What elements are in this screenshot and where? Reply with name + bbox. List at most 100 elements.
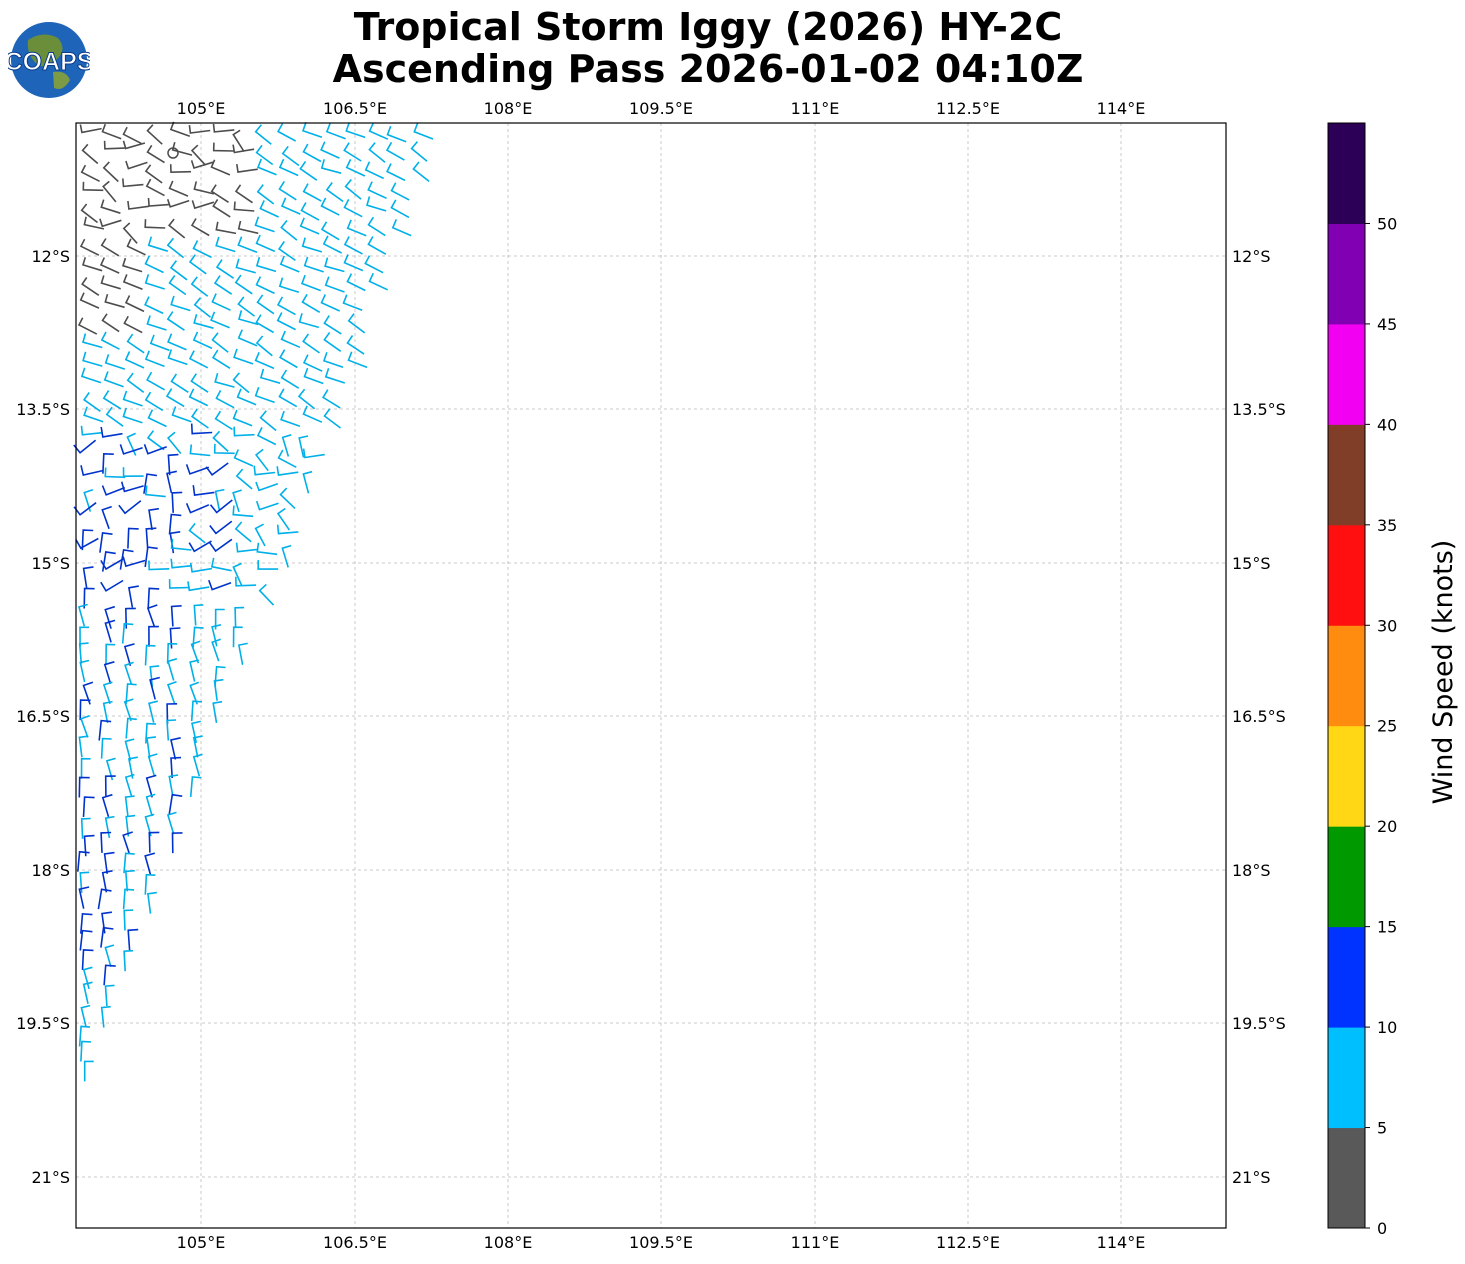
wind-barb — [236, 163, 258, 174]
wind-barb — [122, 407, 143, 424]
wind-barb — [122, 467, 144, 478]
wind-barb — [148, 625, 159, 647]
wind-barb — [167, 218, 186, 239]
wind-barb — [143, 473, 158, 494]
wind-barb — [343, 199, 363, 218]
wind-barb — [237, 236, 258, 254]
lon-tick-label: 109.5°E — [629, 1233, 693, 1252]
wind-barb — [277, 123, 297, 142]
wind-barb — [255, 314, 275, 334]
wind-barb — [166, 642, 178, 664]
wind-barb — [144, 255, 164, 274]
wind-barb — [80, 714, 90, 738]
wind-barb — [149, 334, 170, 352]
wind-barb — [209, 520, 233, 535]
wind-barb — [145, 178, 165, 197]
wind-barb — [320, 197, 340, 216]
wind-barb — [144, 350, 165, 368]
wind-barb — [144, 485, 166, 498]
wind-barb — [277, 449, 297, 469]
wind-barb — [81, 529, 94, 551]
wind-barb — [190, 276, 209, 297]
wind-barb — [255, 276, 275, 295]
wind-barb — [214, 410, 233, 431]
wind-barb — [192, 240, 212, 259]
wind-barb — [191, 200, 215, 210]
wind-barb — [189, 659, 199, 682]
wind-barb — [146, 124, 163, 145]
wind-barb — [122, 556, 146, 568]
wind-barb — [82, 351, 103, 367]
wind-barb — [234, 274, 253, 295]
colorbar-tick-label: 0 — [1377, 1219, 1387, 1238]
wind-barb — [83, 587, 95, 609]
wind-barb — [324, 276, 345, 293]
wind-barb — [364, 255, 384, 274]
map-frame — [75, 122, 1227, 1229]
wind-barb — [73, 439, 97, 454]
wind-barb — [235, 468, 253, 490]
wind-barb — [119, 444, 143, 455]
wind-barb — [211, 638, 221, 662]
wind-barb — [254, 448, 269, 472]
wind-barb — [104, 354, 126, 370]
wind-barb — [102, 390, 122, 410]
wind-barb — [100, 579, 124, 592]
wind-barb — [278, 388, 298, 408]
wind-barb — [256, 542, 278, 556]
wind-barb — [123, 852, 135, 874]
wind-barb — [413, 123, 434, 140]
wind-barb — [77, 850, 90, 872]
lon-ticks-bottom: 105°E 106.5°E 108°E 109.5°E 111°E 112.5°E 114°… — [177, 1233, 1146, 1252]
wind-barb — [170, 538, 192, 551]
wind-barb — [79, 871, 90, 893]
wind-barb — [143, 444, 167, 455]
wind-barb — [281, 544, 292, 568]
colorbar-tick-label: 45 — [1377, 315, 1397, 334]
wind-barb — [126, 432, 137, 456]
wind-barb — [281, 145, 300, 167]
wind-barb — [190, 423, 213, 435]
wind-barb — [167, 453, 179, 476]
lon-tick-label: 105°E — [177, 1233, 226, 1252]
wind-barb — [189, 681, 200, 705]
lon-tick-label: 114°E — [1097, 1233, 1146, 1252]
lat-tick-label: 16.5°S — [16, 707, 70, 726]
wind-barb — [367, 181, 387, 200]
wind-barb — [347, 351, 368, 369]
wind-barb — [366, 196, 387, 212]
wind-barb — [342, 294, 363, 312]
wind-barb — [188, 522, 206, 544]
wind-barb — [364, 161, 385, 180]
wind-barb — [302, 354, 323, 372]
wind-barb — [346, 273, 366, 292]
wind-barb — [80, 164, 100, 183]
colorbar-segment — [1328, 223, 1365, 325]
wind-barb — [104, 467, 126, 479]
wind-barb — [124, 773, 135, 797]
wind-barb — [165, 388, 185, 408]
colorbar-label: Wind Speed (knots) — [1428, 539, 1459, 805]
wind-barb — [147, 587, 160, 609]
wind-barb — [100, 926, 114, 948]
wind-barb — [121, 257, 143, 273]
wind-barb — [188, 254, 207, 275]
wind-barb — [187, 581, 210, 592]
wind-barb — [101, 870, 113, 893]
wind-barb — [214, 665, 226, 687]
wind-barb — [391, 219, 412, 237]
colorbar-segment — [1328, 725, 1365, 827]
wind-barb — [234, 606, 245, 628]
wind-barb — [146, 736, 157, 759]
wind-barb — [188, 350, 209, 369]
wind-barb — [259, 410, 277, 432]
wind-barb — [144, 873, 156, 895]
wind-barb — [104, 944, 115, 968]
wind-barb — [124, 869, 135, 892]
wind-barb — [256, 158, 277, 176]
wind-barb — [147, 891, 157, 914]
wind-barb — [101, 911, 113, 934]
wind-barb — [189, 776, 202, 797]
wind-barb — [100, 831, 112, 853]
